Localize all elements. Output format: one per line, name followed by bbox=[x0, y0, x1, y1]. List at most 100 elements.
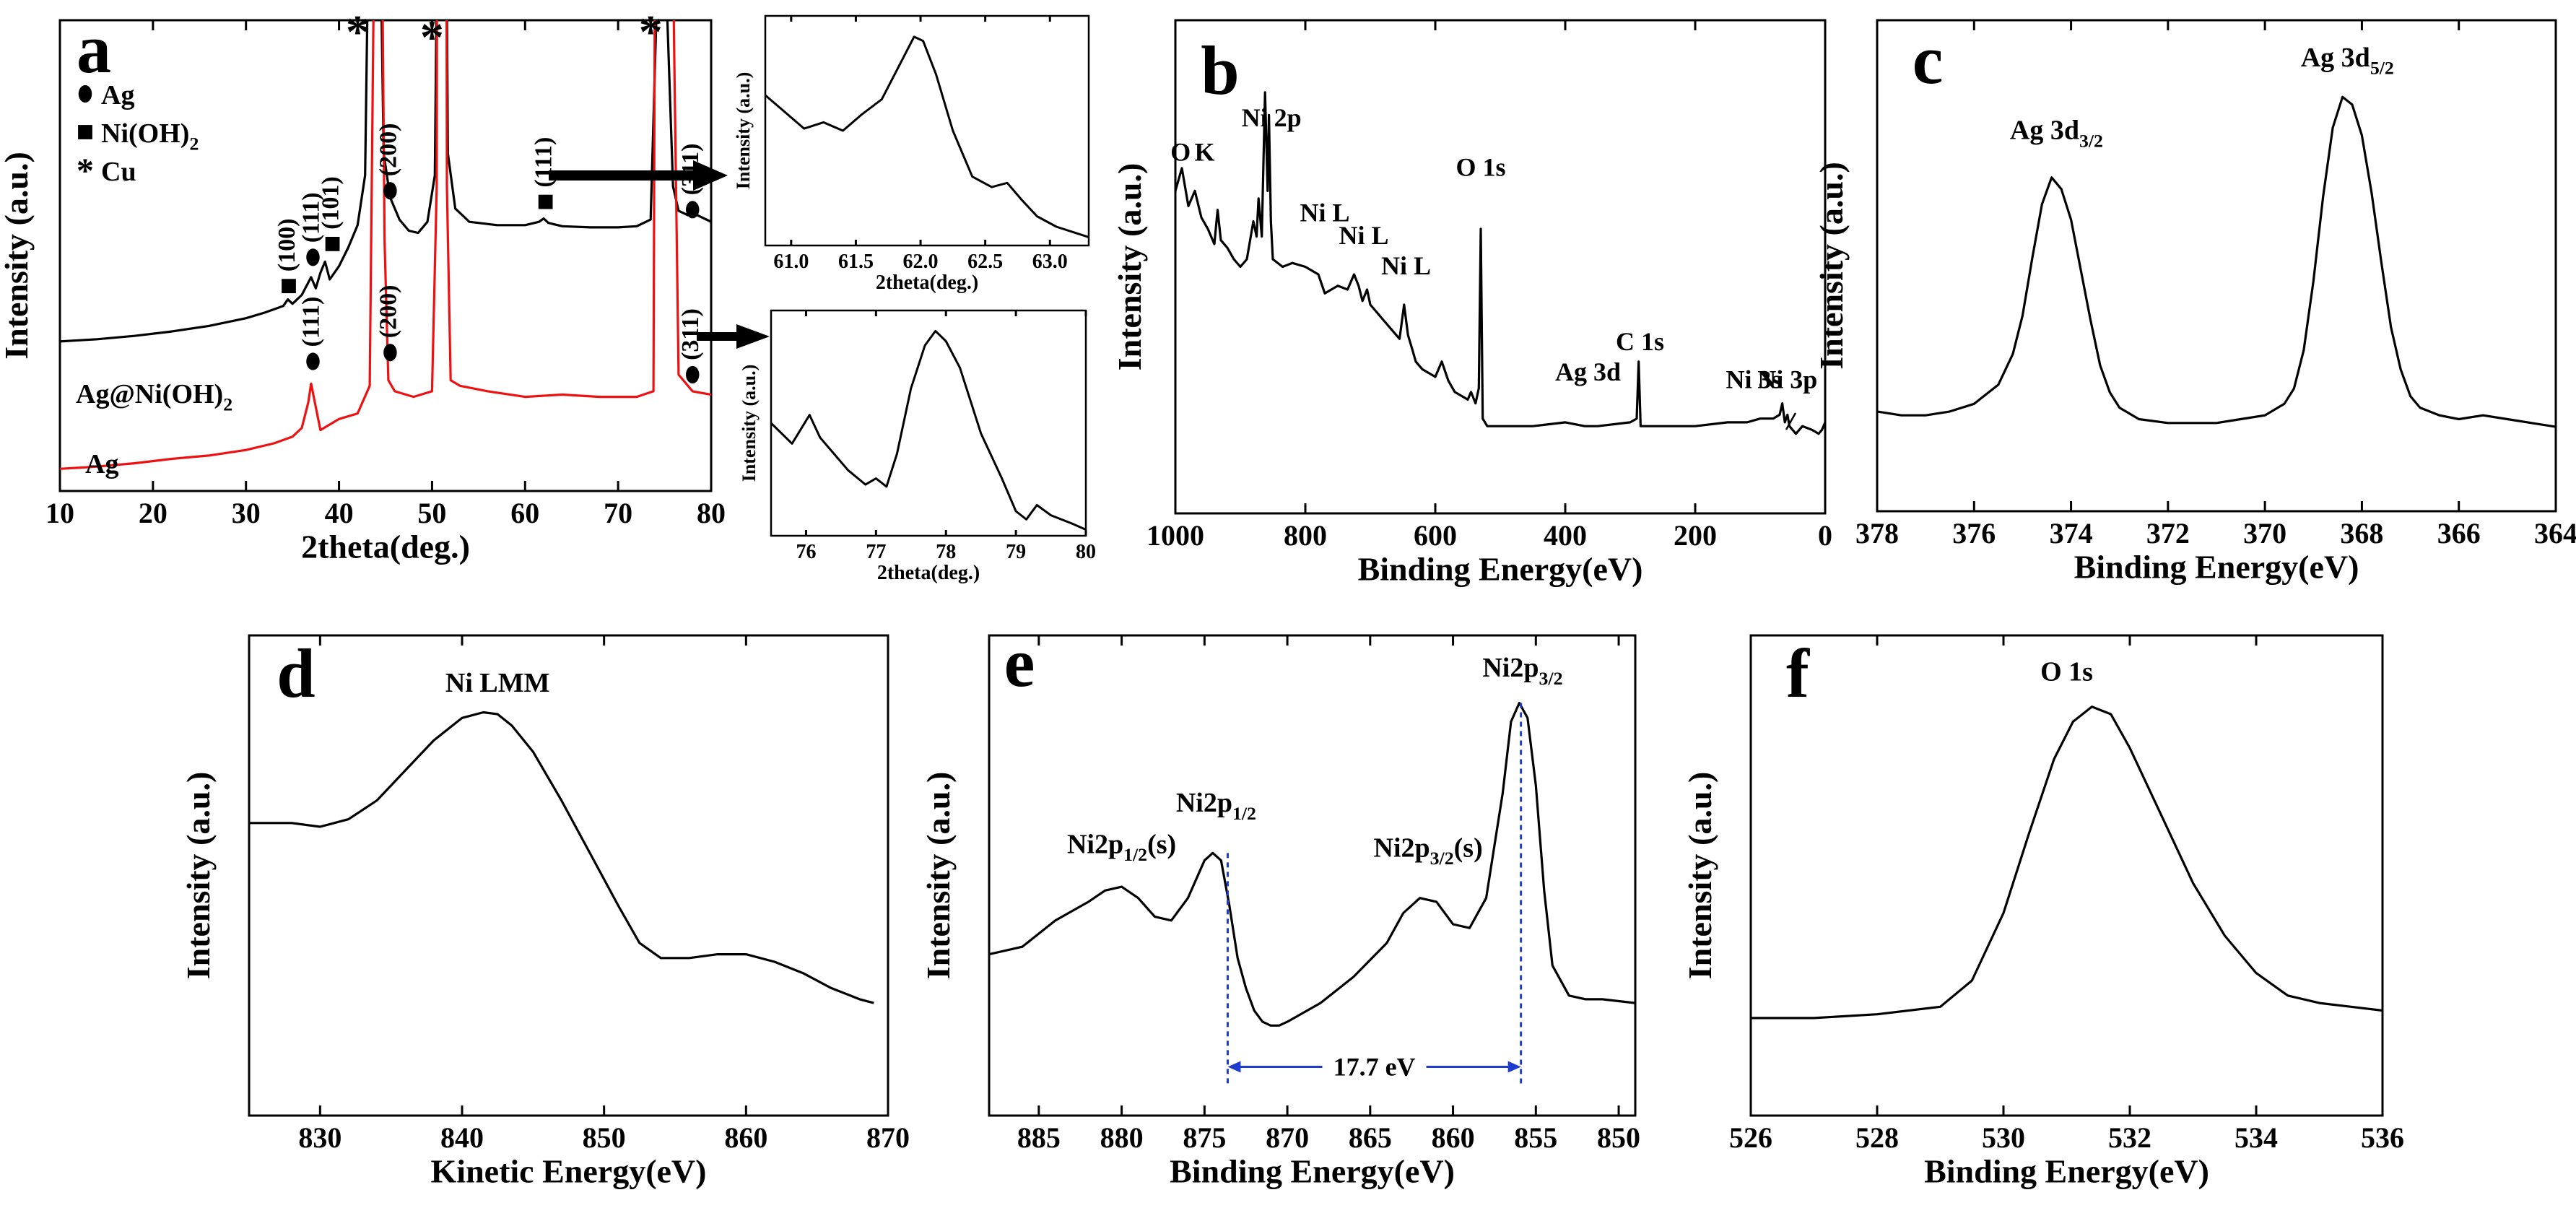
splitting-arrowhead-right bbox=[1507, 1061, 1521, 1073]
legend-marker-star: * bbox=[77, 152, 94, 191]
peak-label: Ni 3s bbox=[1726, 365, 1781, 394]
panel-c: 378 376 374 372 370 368 366 364 Binding Energy(e… bbox=[1813, 19, 2576, 585]
y-axis-label: Intensity (a.u.) bbox=[739, 365, 760, 482]
y-axis-label: Intensity (a.u.) bbox=[1813, 162, 1850, 370]
x-tick-label: 830 bbox=[298, 1121, 341, 1154]
legend-label: Cu bbox=[101, 157, 136, 187]
series-line-o-1s bbox=[1751, 705, 2383, 1020]
peak-label: Ag 3d3/2 bbox=[2010, 116, 2103, 152]
series-line-ag-ni-oh-2 bbox=[60, 20, 711, 343]
y-axis-label: Intensity (a.u.) bbox=[180, 772, 217, 980]
x-tick-label: 70 bbox=[604, 497, 632, 529]
peak-label: Ni2p1/2 bbox=[1176, 788, 1256, 824]
peak-index-label: (200) bbox=[375, 123, 401, 177]
x-tick-label: 30 bbox=[232, 497, 261, 529]
x-tick-label: 870 bbox=[866, 1121, 910, 1154]
x-tick-label: 526 bbox=[1729, 1121, 1772, 1154]
peak-label: O 1s bbox=[1455, 152, 1505, 181]
panel-a-inset-1: 61.0 61.5 62.0 62.5 63.0 2theta(deg.) Intensit… bbox=[733, 14, 1090, 294]
splitting-label: 17.7 eV bbox=[1333, 1052, 1416, 1081]
legend-label: Ag bbox=[101, 80, 134, 110]
x-tick-label: 61.5 bbox=[838, 251, 874, 273]
panel-label-c: c bbox=[1913, 21, 1944, 98]
series-line-xps-survey bbox=[1175, 91, 1825, 435]
x-tick-label: 50 bbox=[417, 497, 446, 529]
axes-frame bbox=[248, 634, 889, 1117]
peak-label: Ni2p1/2(s) bbox=[1067, 829, 1176, 865]
peak-index-label: (100) bbox=[274, 219, 300, 272]
x-tick-label: 366 bbox=[2437, 517, 2481, 549]
peak-marker-cu: * bbox=[346, 6, 370, 58]
peak-marker-square bbox=[538, 194, 553, 209]
peak-label: O bbox=[1170, 137, 1191, 166]
peak-label: Ni L bbox=[1300, 198, 1349, 227]
x-tick-label: 62.5 bbox=[967, 251, 1003, 273]
x-tick-label: 378 bbox=[1855, 517, 1899, 549]
arrow-to-inset-1 bbox=[549, 160, 728, 191]
y-axis-label: Intensity (a.u.) bbox=[733, 72, 754, 190]
peak-index-label: (111) bbox=[297, 192, 324, 243]
peak-marker-square bbox=[325, 236, 340, 251]
x-tick-label: 870 bbox=[1266, 1121, 1309, 1154]
peak-marker-circle bbox=[685, 365, 700, 384]
peak-marker-circle bbox=[685, 201, 700, 219]
y-axis-label: Intensity (a.u.) bbox=[0, 152, 35, 360]
peak-label: Ag 3d5/2 bbox=[2301, 43, 2394, 79]
x-tick-label: 860 bbox=[724, 1121, 767, 1154]
x-tick-label: 61.0 bbox=[773, 251, 809, 273]
x-tick-label: 850 bbox=[583, 1121, 626, 1154]
y-axis-label: Intensity (a.u.) bbox=[1681, 772, 1718, 980]
x-tick-label: 530 bbox=[1982, 1121, 2025, 1154]
x-tick-label: 372 bbox=[2146, 517, 2190, 549]
peak-label: C 1s bbox=[1616, 327, 1664, 356]
axes-frame bbox=[988, 634, 1637, 1117]
panel-label-d: d bbox=[277, 635, 315, 712]
peak-label: Ni LMM bbox=[445, 668, 550, 698]
x-tick-label: 78 bbox=[936, 541, 956, 563]
x-tick-label: 20 bbox=[139, 497, 167, 529]
series-line-ag-zoom bbox=[771, 329, 1086, 531]
legend-label: Ni(OH)2 bbox=[101, 118, 199, 155]
axes-frame bbox=[764, 14, 1090, 247]
peak-index-label: (200) bbox=[375, 285, 401, 339]
peak-marker-circle bbox=[383, 344, 397, 362]
panel-label-a: a bbox=[77, 10, 111, 87]
axes-frame bbox=[1876, 19, 2557, 513]
axes-frame bbox=[1174, 19, 1827, 515]
y-axis-label: Intensity (a.u.) bbox=[1111, 163, 1148, 371]
series-line-ag bbox=[60, 20, 711, 470]
peak-label: O 1s bbox=[2040, 656, 2093, 687]
peak-marker-cu: * bbox=[639, 6, 663, 58]
x-axis-label: Binding Energy(eV) bbox=[1170, 1152, 1455, 1189]
splitting-arrowhead-left bbox=[1227, 1061, 1241, 1073]
x-axis-label: 2theta(deg.) bbox=[876, 271, 978, 294]
panel-label-e: e bbox=[1004, 624, 1035, 701]
x-tick-label: 62.0 bbox=[903, 251, 939, 273]
x-tick-label: 600 bbox=[1414, 519, 1457, 552]
x-tick-label: 534 bbox=[2235, 1121, 2278, 1154]
x-tick-label: 370 bbox=[2243, 517, 2286, 549]
x-tick-label: 364 bbox=[2534, 517, 2576, 549]
peak-marker-cu: * bbox=[420, 12, 444, 64]
peak-label: Ni 2p bbox=[1242, 103, 1302, 132]
x-tick-label: 860 bbox=[1432, 1121, 1475, 1154]
x-tick-label: 850 bbox=[1597, 1121, 1640, 1154]
splitting-label-bg bbox=[1322, 1048, 1427, 1080]
y-axis-label: Intensity (a.u.) bbox=[920, 772, 957, 980]
x-axis-label: Binding Energy(eV) bbox=[2074, 548, 2359, 585]
x-axis-label: Binding Energy(eV) bbox=[1358, 550, 1643, 587]
x-axis-label: Binding Energy(eV) bbox=[1924, 1152, 2209, 1189]
axes-frame bbox=[770, 309, 1087, 537]
x-tick-label: 865 bbox=[1349, 1121, 1392, 1154]
x-tick-label: 63.0 bbox=[1032, 251, 1068, 273]
peak-label: K bbox=[1194, 137, 1214, 166]
x-tick-label: 880 bbox=[1100, 1121, 1144, 1154]
panel-b: 1000 800 600 400 200 0 Binding Energy(eV) Inten… bbox=[1111, 19, 1832, 587]
panel-d: 830 840 850 860 870 Kinetic Energy(eV) Intensi… bbox=[180, 634, 910, 1189]
x-axis-label: Kinetic Energy(eV) bbox=[431, 1152, 707, 1189]
series-label-ag: Ag bbox=[85, 449, 118, 479]
x-tick-label: 368 bbox=[2340, 517, 2383, 549]
x-tick-label: 532 bbox=[2108, 1121, 2151, 1154]
peak-marker-square bbox=[282, 279, 296, 294]
